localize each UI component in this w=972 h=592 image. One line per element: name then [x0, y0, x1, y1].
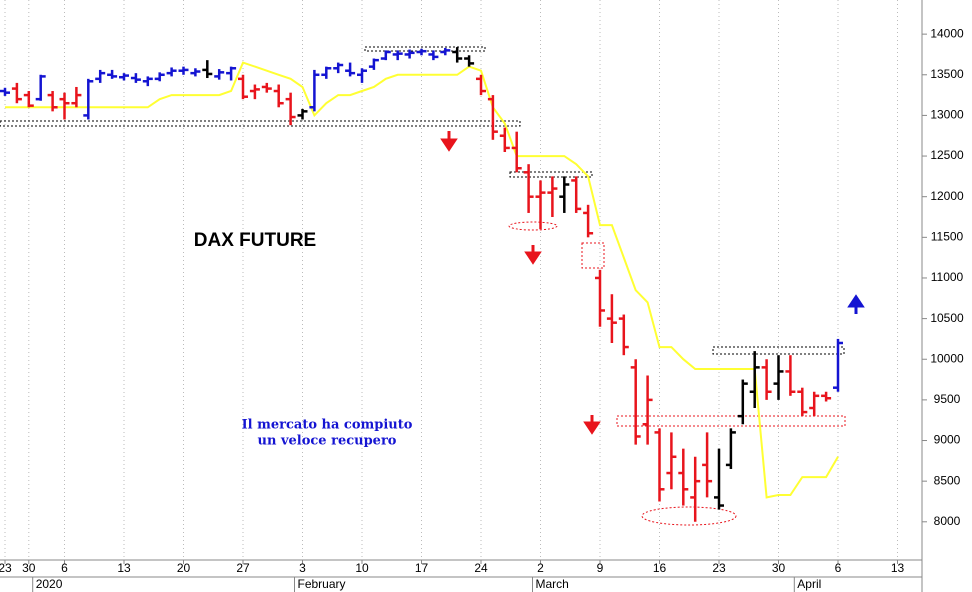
y-tick-label: 14000: [930, 26, 964, 40]
x-tick-label: 13: [891, 561, 905, 575]
levels: [0, 46, 846, 526]
x-tick-label: 27: [236, 561, 250, 575]
y-tick-label: 8500: [934, 473, 961, 487]
up-arrow: [847, 294, 865, 314]
support-box: [616, 415, 846, 427]
x-tick-label: 6: [835, 561, 842, 575]
arrows: [440, 131, 865, 435]
stop-line: [5, 61, 839, 499]
month-label: April: [797, 577, 821, 591]
annotation: un veloce recupero: [258, 434, 397, 449]
y-tick-label: 9500: [934, 392, 961, 406]
grid: [4, 0, 898, 560]
month-label: March: [536, 577, 569, 591]
y-tick-label: 8000: [934, 514, 961, 528]
x-tick-label: 6: [61, 561, 68, 575]
month-label: 2020: [36, 577, 63, 591]
month-label: February: [298, 577, 346, 591]
x-tick-label: 2: [537, 561, 544, 575]
x-tick-label: 13: [117, 561, 131, 575]
x-tick-label: 30: [772, 561, 786, 575]
x-tick-label: 9: [597, 561, 604, 575]
gap-box: [581, 242, 605, 269]
x-tick-label: 23: [0, 561, 12, 575]
y-tick-label: 10000: [930, 351, 964, 365]
down-arrow: [524, 245, 542, 265]
low-ellipse: [641, 506, 737, 526]
axes: 8000 8500 9000 9500 10000 10500 11000 11500 1200…: [0, 26, 964, 592]
x-tick-label: 20: [177, 561, 191, 575]
annotation: Il mercato ha compiuto: [242, 418, 413, 433]
y-tick-label: 9000: [934, 433, 961, 447]
y-axis-panel: [922, 0, 972, 592]
marks: [0, 47, 843, 522]
down-arrow: [440, 131, 458, 152]
x-tick-label: 16: [653, 561, 667, 575]
low-ellipse: [508, 221, 558, 231]
resistance-box: [509, 171, 593, 178]
resistance-box: [712, 346, 845, 355]
y-tick-label: 10500: [930, 311, 964, 325]
x-tick-label: 10: [355, 561, 369, 575]
x-tick-label: 24: [474, 561, 488, 575]
down-arrow: [583, 415, 601, 435]
x-tick-label: 30: [22, 561, 36, 575]
x-axis-panel: [0, 560, 972, 592]
y-tick-label: 11000: [931, 270, 964, 284]
x-tick-label: 17: [415, 561, 429, 575]
y-tick-label: 12500: [930, 148, 964, 162]
x-tick-label: 3: [299, 561, 306, 575]
y-tick-label: 12000: [930, 189, 964, 203]
chart-title: DAX FUTURE: [194, 230, 316, 251]
support-box: [0, 120, 521, 127]
y-tick-label: 13500: [930, 67, 964, 81]
y-tick-label: 13000: [930, 108, 964, 122]
x-tick-label: 23: [712, 561, 726, 575]
y-tick-label: 11500: [931, 230, 964, 244]
